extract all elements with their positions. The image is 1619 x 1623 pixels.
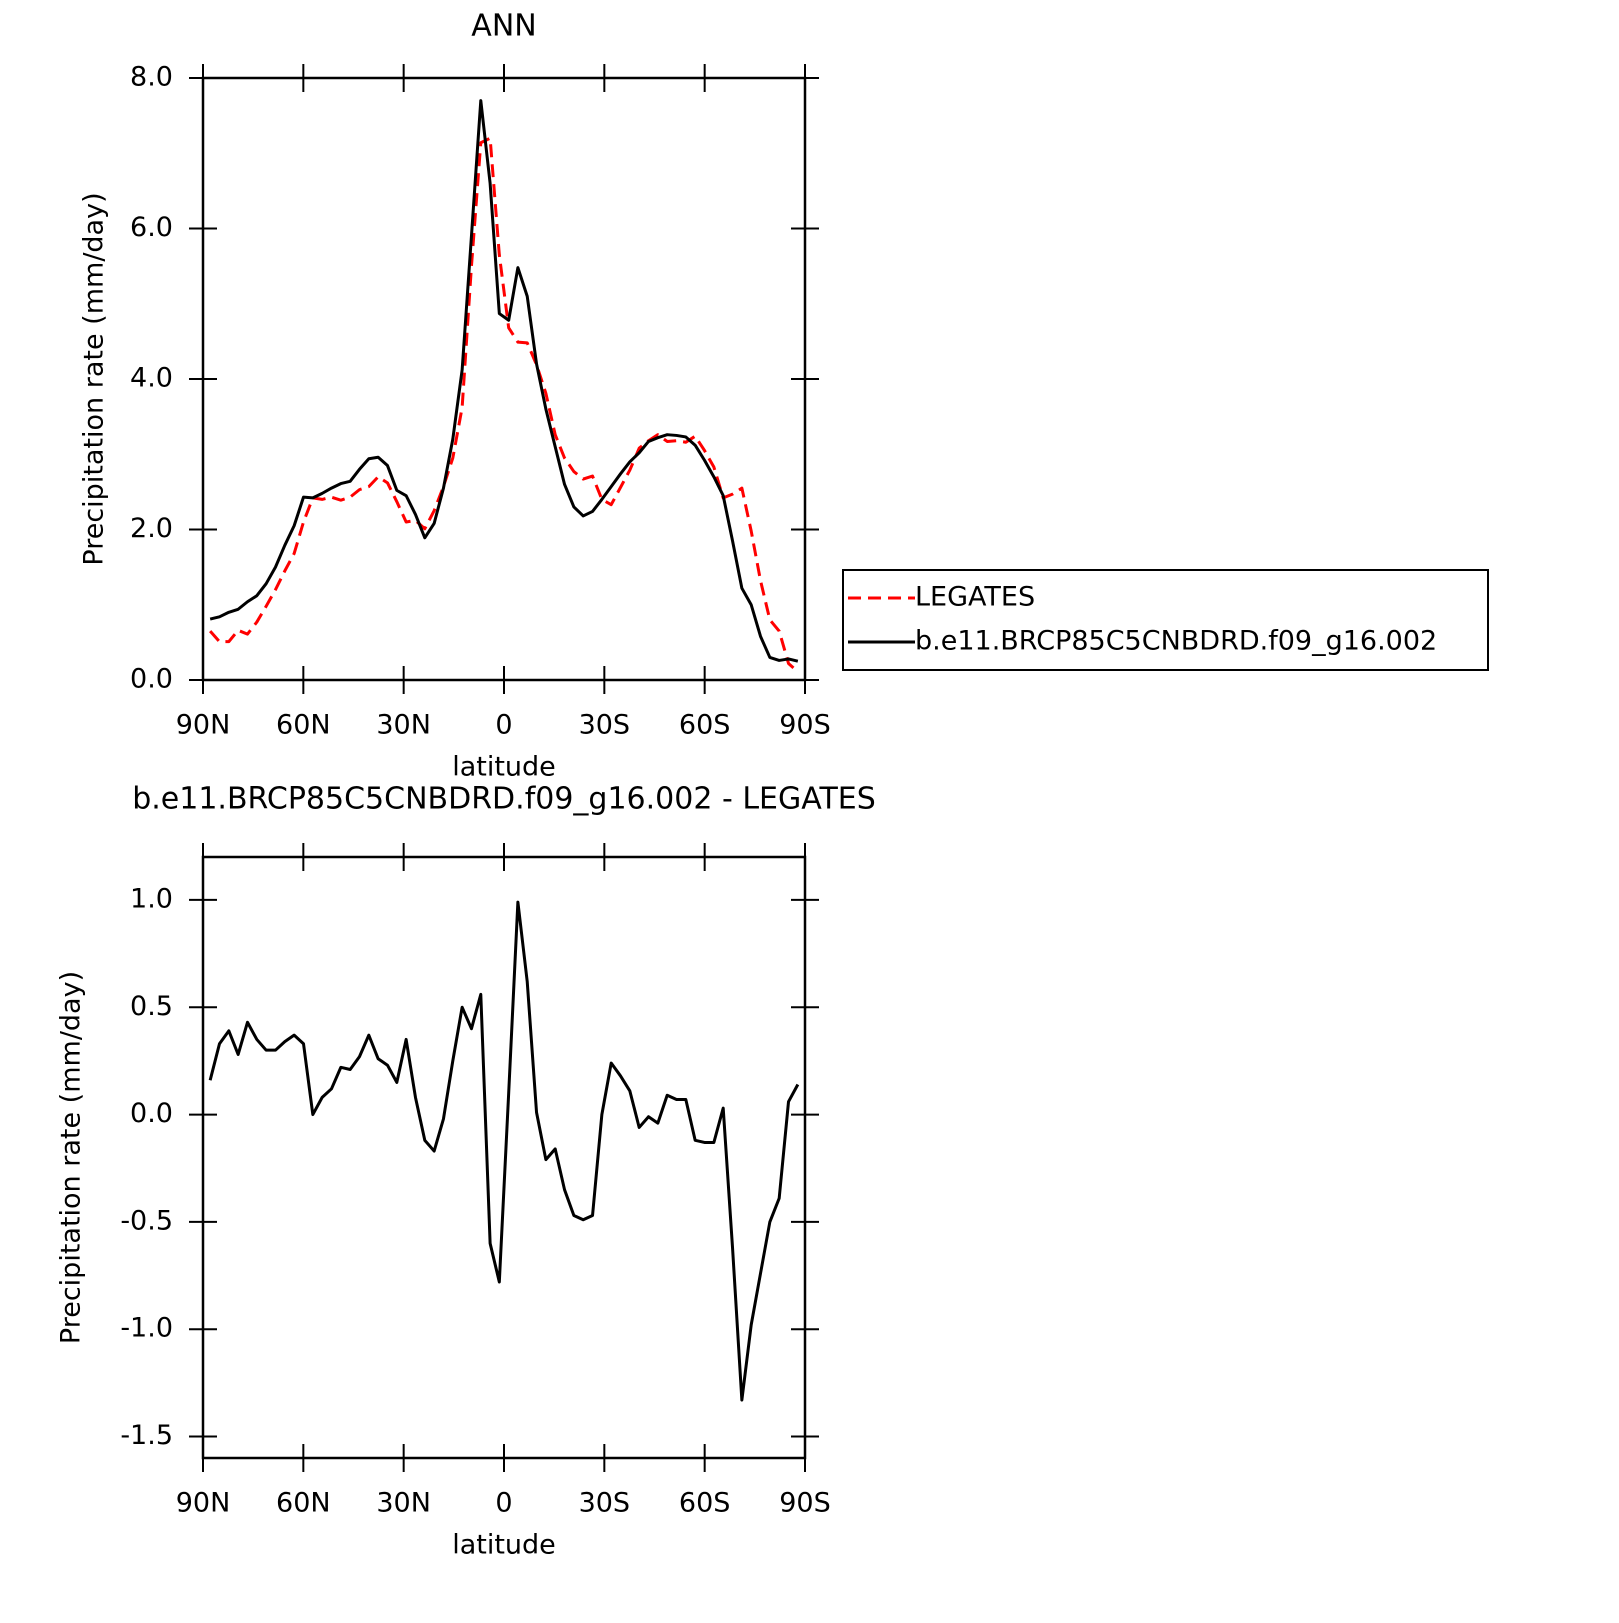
x-tick-label: 60S: [679, 710, 731, 741]
x-tick-label: 60N: [276, 710, 331, 741]
legend-label: LEGATES: [915, 582, 1035, 613]
x-tick-label: 60N: [276, 1488, 331, 1519]
y-tick-label: 6.0: [130, 212, 173, 243]
plot-frame: [201, 76, 807, 682]
y-axis-label: Precipitation rate (mm/day): [79, 192, 110, 565]
y-tick-label: -1.0: [120, 1313, 173, 1344]
y-axis-label: Precipitation rate (mm/day): [56, 971, 87, 1344]
x-tick-label: 60S: [679, 1488, 731, 1519]
y-tick-label: 0.5: [130, 991, 173, 1022]
y-tick-label: -0.5: [120, 1205, 173, 1236]
y-tick-label: 8.0: [130, 62, 173, 93]
legend-label: b.e11.BRCP85C5CNBDRD.f09_g16.002: [915, 626, 1437, 657]
x-tick-label: 90N: [176, 1488, 231, 1519]
chart-title: b.e11.BRCP85C5CNBDRD.f09_g16.002 - LEGAT…: [132, 782, 876, 817]
x-tick-label: 90S: [779, 1488, 831, 1519]
x-tick-label: 30S: [579, 1488, 631, 1519]
plot-frame: [201, 855, 807, 1460]
chart-title: ANN: [471, 9, 536, 44]
x-axis-label: latitude: [452, 1530, 556, 1561]
x-tick-label: 30S: [579, 710, 631, 741]
y-tick-label: 1.0: [130, 883, 173, 914]
data-line: [209, 136, 799, 673]
x-tick-label: 90N: [176, 710, 231, 741]
data-line: [208, 900, 800, 1402]
y-tick-label: -1.5: [120, 1420, 173, 1451]
x-axis-label: latitude: [452, 752, 556, 783]
y-tick-label: 4.0: [130, 363, 173, 394]
legend-box: [842, 569, 1489, 671]
x-tick-label: 90S: [779, 710, 831, 741]
y-tick-label: 0.0: [130, 1098, 173, 1129]
x-tick-label: 30N: [376, 1488, 431, 1519]
data-line: [209, 99, 799, 663]
x-tick-label: 0: [495, 1488, 512, 1519]
y-tick-label: 2.0: [130, 513, 173, 544]
y-tick-label: 0.0: [130, 664, 173, 695]
x-tick-label: 0: [495, 710, 512, 741]
x-tick-label: 30N: [376, 710, 431, 741]
